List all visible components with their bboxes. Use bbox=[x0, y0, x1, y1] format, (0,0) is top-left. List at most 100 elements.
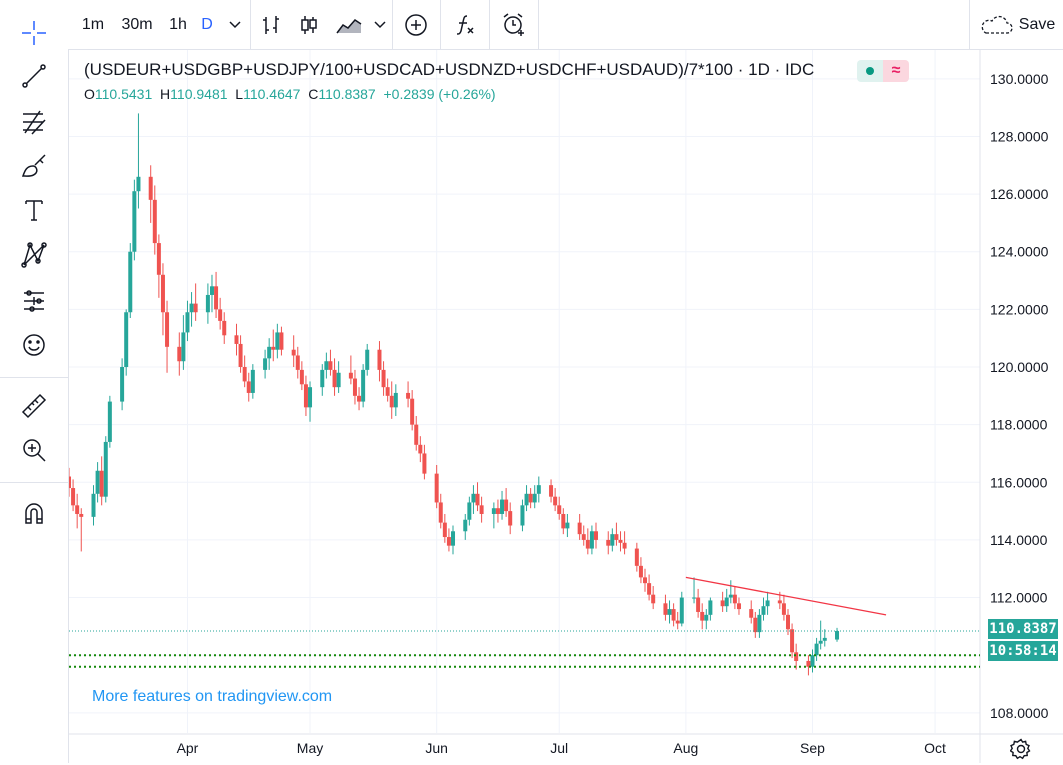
market-status-icon bbox=[857, 60, 883, 82]
forecast-tool[interactable] bbox=[14, 283, 54, 319]
y-tick-label: 108.0000 bbox=[990, 705, 1049, 721]
x-tick-label: May bbox=[297, 740, 323, 756]
candle bbox=[593, 531, 598, 540]
candle bbox=[152, 199, 157, 244]
y-tick-label: 122.0000 bbox=[990, 301, 1049, 317]
approx-data-icon: ≈ bbox=[883, 60, 909, 82]
candle bbox=[553, 496, 558, 506]
candle bbox=[446, 537, 451, 546]
candle bbox=[451, 531, 456, 546]
candle bbox=[790, 629, 795, 653]
magnet-tool[interactable] bbox=[14, 495, 54, 531]
candle bbox=[205, 294, 210, 313]
candle bbox=[218, 309, 223, 321]
interval-30m[interactable]: 30m bbox=[121, 16, 153, 33]
crosshair-tool[interactable] bbox=[14, 15, 54, 51]
candle bbox=[614, 534, 619, 540]
candle bbox=[291, 349, 296, 356]
candle bbox=[275, 332, 280, 350]
close-value: 110.8387 bbox=[318, 86, 376, 102]
candle bbox=[160, 274, 165, 313]
text-tool[interactable] bbox=[14, 192, 54, 228]
candle bbox=[136, 176, 141, 192]
chevron-down-icon bbox=[374, 21, 386, 29]
candle bbox=[67, 476, 71, 489]
low-value: 110.4647 bbox=[243, 86, 301, 102]
text-icon bbox=[25, 200, 43, 221]
candle bbox=[189, 303, 194, 313]
status-badges[interactable]: ≈ bbox=[857, 60, 909, 82]
candle bbox=[692, 597, 697, 599]
candle bbox=[753, 617, 758, 633]
candle bbox=[634, 548, 639, 566]
interval-1m[interactable]: 1m bbox=[81, 16, 105, 33]
legend-title: (USDEUR+USDGBP+USDJPY/100+USDCAD+USDNZD+… bbox=[84, 60, 815, 79]
candle bbox=[422, 453, 427, 474]
candle bbox=[520, 505, 525, 526]
candle bbox=[708, 600, 713, 615]
candle bbox=[720, 600, 725, 607]
candle bbox=[250, 369, 255, 393]
emoji-tool[interactable] bbox=[14, 327, 54, 363]
pattern-tool[interactable] bbox=[14, 237, 54, 273]
candle bbox=[581, 534, 586, 540]
emoji-icon bbox=[23, 334, 45, 356]
candle bbox=[508, 511, 513, 526]
interval-1h[interactable]: 1h bbox=[169, 16, 187, 33]
ruler-tool[interactable] bbox=[14, 388, 54, 424]
candle bbox=[414, 424, 419, 445]
y-tick-label: 112.0000 bbox=[990, 590, 1048, 606]
alert-button[interactable] bbox=[496, 8, 532, 42]
candle bbox=[651, 594, 656, 604]
y-tick-label: 114.0000 bbox=[990, 532, 1048, 548]
candle bbox=[214, 286, 219, 310]
pattern-icon bbox=[21, 242, 47, 268]
candle bbox=[822, 637, 827, 641]
interval-d[interactable]: D bbox=[201, 16, 213, 33]
area-style-button[interactable] bbox=[332, 8, 366, 42]
candle bbox=[785, 614, 790, 630]
candle bbox=[128, 251, 133, 313]
save-button[interactable]: Save bbox=[976, 8, 1058, 42]
interval-dropdown[interactable] bbox=[224, 8, 246, 42]
y-tick-label: 124.0000 bbox=[990, 244, 1049, 260]
fib-tool[interactable] bbox=[14, 104, 54, 140]
candle bbox=[728, 594, 733, 598]
top-toolbar: 1m 30m 1h D Save bbox=[0, 0, 1063, 50]
candle bbox=[577, 522, 582, 535]
candle bbox=[504, 499, 509, 512]
drawing-toolbar bbox=[0, 49, 69, 763]
add-compare-button[interactable] bbox=[400, 8, 432, 42]
brush-tool[interactable] bbox=[14, 148, 54, 184]
brush-icon bbox=[21, 154, 46, 177]
candle bbox=[308, 387, 313, 408]
candle bbox=[467, 502, 472, 520]
candle bbox=[500, 499, 505, 514]
candle bbox=[107, 401, 112, 442]
indicators-button[interactable] bbox=[448, 8, 482, 42]
candle bbox=[193, 303, 198, 313]
candle bbox=[352, 378, 357, 396]
candle bbox=[222, 320, 227, 336]
candle bbox=[667, 609, 672, 615]
candle bbox=[381, 369, 386, 388]
candle bbox=[434, 473, 439, 503]
chart-settings-button[interactable] bbox=[1009, 738, 1032, 760]
chart-type-dropdown[interactable] bbox=[370, 8, 390, 42]
ruler-icon bbox=[21, 393, 47, 419]
candle bbox=[185, 312, 190, 333]
candle bbox=[263, 358, 268, 370]
area-style-icon bbox=[336, 19, 362, 34]
candle bbox=[209, 286, 214, 295]
trend-line-tool[interactable] bbox=[14, 58, 54, 94]
tradingview-link[interactable]: More features on tradingview.com bbox=[92, 688, 333, 705]
candle bbox=[348, 372, 353, 379]
zoom-tool[interactable] bbox=[14, 432, 54, 468]
candle bbox=[324, 361, 329, 370]
candle bbox=[234, 335, 239, 344]
candle bbox=[79, 513, 84, 517]
candle-style-button[interactable] bbox=[294, 8, 324, 42]
bar-style-button[interactable] bbox=[256, 8, 286, 42]
save-label: Save bbox=[1018, 16, 1056, 33]
